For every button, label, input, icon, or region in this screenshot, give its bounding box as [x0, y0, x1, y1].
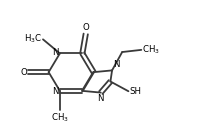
- Text: O: O: [82, 23, 89, 32]
- Text: CH$_3$: CH$_3$: [51, 112, 69, 124]
- Text: N: N: [113, 60, 119, 69]
- Text: N: N: [97, 94, 104, 103]
- Text: H$_3$C: H$_3$C: [24, 33, 42, 45]
- Text: N: N: [52, 87, 59, 96]
- Text: N: N: [52, 48, 59, 57]
- Text: CH$_3$: CH$_3$: [142, 44, 160, 56]
- Text: SH: SH: [130, 87, 142, 96]
- Text: O: O: [20, 68, 27, 77]
